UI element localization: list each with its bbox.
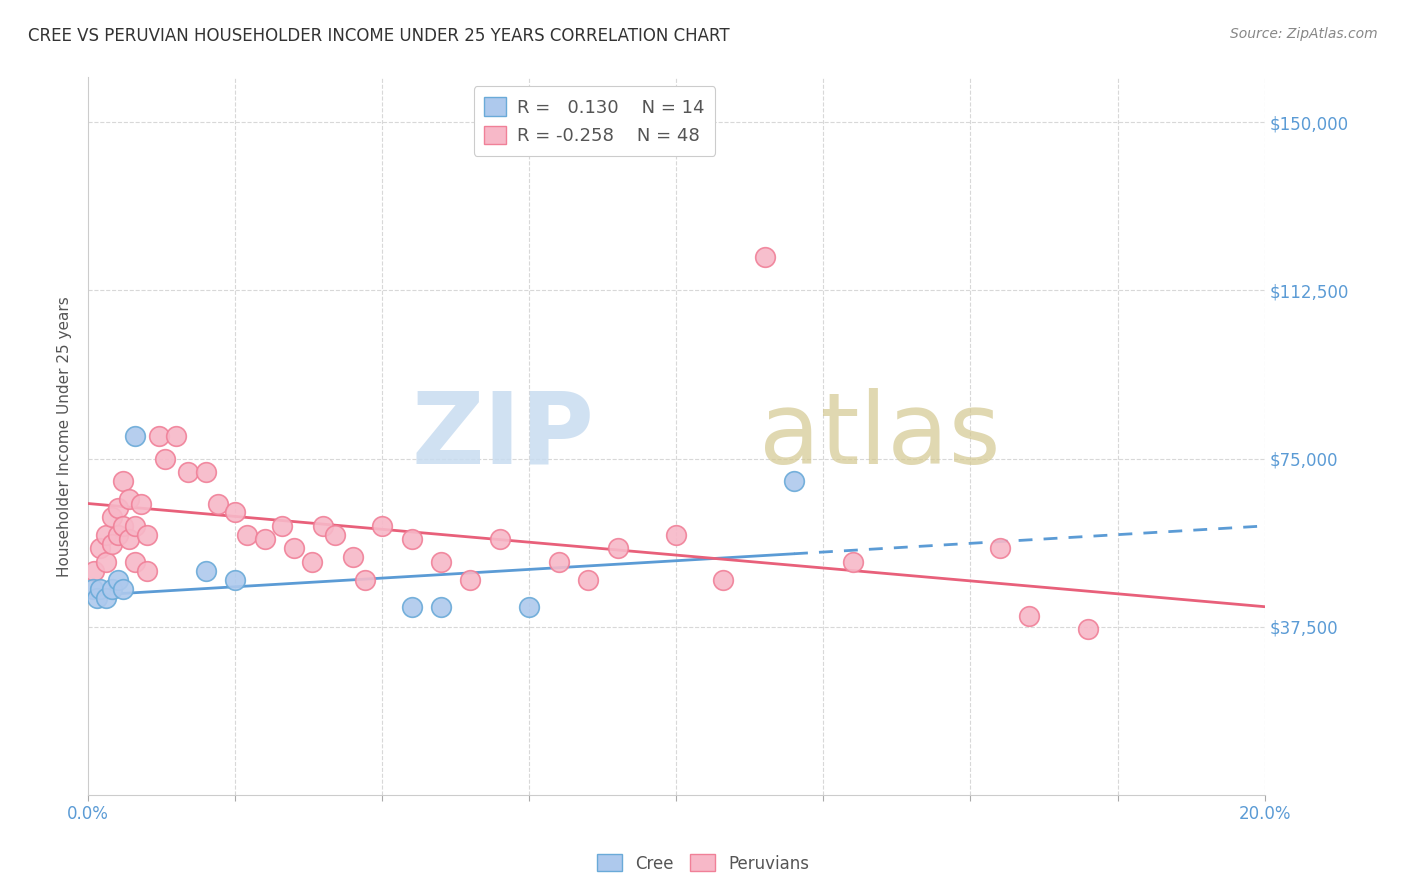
Point <box>112 519 135 533</box>
Point <box>86 591 108 605</box>
Legend: R =   0.130    N = 14, R = -0.258    N = 48: R = 0.130 N = 14, R = -0.258 N = 48 <box>474 87 716 156</box>
Point <box>342 550 364 565</box>
Point <box>124 429 146 443</box>
Point <box>112 474 135 488</box>
Point <box>165 429 187 443</box>
Point <box>94 528 117 542</box>
Point <box>136 564 159 578</box>
Point <box>107 501 129 516</box>
Point <box>100 537 122 551</box>
Point <box>107 573 129 587</box>
Point <box>207 496 229 510</box>
Text: atlas: atlas <box>759 388 1000 484</box>
Point <box>547 555 569 569</box>
Point <box>430 599 453 614</box>
Point <box>489 533 512 547</box>
Point <box>194 564 217 578</box>
Point <box>100 582 122 596</box>
Point <box>353 573 375 587</box>
Point <box>136 528 159 542</box>
Y-axis label: Householder Income Under 25 years: Householder Income Under 25 years <box>58 296 72 576</box>
Point <box>118 491 141 506</box>
Point <box>194 465 217 479</box>
Point <box>842 555 865 569</box>
Text: Source: ZipAtlas.com: Source: ZipAtlas.com <box>1230 27 1378 41</box>
Point <box>517 599 540 614</box>
Point <box>253 533 276 547</box>
Point <box>153 451 176 466</box>
Point <box>89 582 111 596</box>
Point <box>1018 608 1040 623</box>
Point <box>236 528 259 542</box>
Point <box>430 555 453 569</box>
Point <box>1077 622 1099 636</box>
Point <box>576 573 599 587</box>
Point <box>82 582 104 596</box>
Point <box>148 429 170 443</box>
Point <box>283 541 305 556</box>
Point <box>323 528 346 542</box>
Point <box>401 533 423 547</box>
Point <box>118 533 141 547</box>
Text: CREE VS PERUVIAN HOUSEHOLDER INCOME UNDER 25 YEARS CORRELATION CHART: CREE VS PERUVIAN HOUSEHOLDER INCOME UNDE… <box>28 27 730 45</box>
Point <box>312 519 335 533</box>
Point <box>460 573 482 587</box>
Point <box>371 519 394 533</box>
Point <box>177 465 200 479</box>
Legend: Cree, Peruvians: Cree, Peruvians <box>591 847 815 880</box>
Point <box>988 541 1011 556</box>
Point <box>301 555 323 569</box>
Point <box>783 474 806 488</box>
Point <box>224 573 246 587</box>
Point <box>665 528 688 542</box>
Point <box>713 573 735 587</box>
Point <box>112 582 135 596</box>
Point <box>124 555 146 569</box>
Point <box>100 510 122 524</box>
Point <box>754 250 776 264</box>
Point <box>129 496 152 510</box>
Point <box>83 564 105 578</box>
Point <box>224 506 246 520</box>
Point <box>89 541 111 556</box>
Point <box>94 591 117 605</box>
Point <box>107 528 129 542</box>
Point <box>606 541 628 556</box>
Point <box>94 555 117 569</box>
Text: ZIP: ZIP <box>411 388 593 484</box>
Point <box>271 519 294 533</box>
Point <box>401 599 423 614</box>
Point <box>124 519 146 533</box>
